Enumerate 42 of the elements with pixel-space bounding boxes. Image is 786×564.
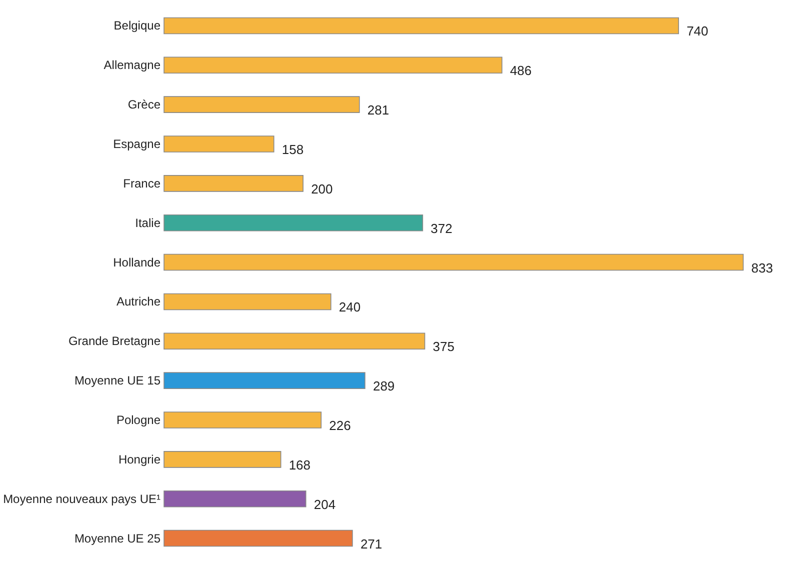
data-label: 740 [686, 24, 708, 39]
bar [164, 332, 426, 350]
y-tick-label: Italie [135, 216, 161, 230]
y-tick-label: Autriche [116, 294, 161, 309]
bar [164, 254, 744, 271]
data-label: 486 [510, 63, 532, 78]
data-label: 281 [367, 102, 390, 118]
bar [164, 214, 424, 232]
y-tick-label: Moyenne nouveaux pays UE¹ [3, 492, 160, 506]
bar [164, 451, 282, 468]
data-label: 168 [288, 457, 311, 472]
bar [164, 490, 306, 508]
bar [164, 136, 274, 152]
y-tick-label: Hongrie [118, 452, 161, 466]
y-tick-label: Hollande [113, 255, 161, 270]
y-tick-label: Grèce [128, 98, 161, 112]
bar [164, 175, 304, 192]
data-label: 158 [282, 142, 304, 157]
data-label: 375 [432, 339, 454, 354]
bar [164, 17, 679, 34]
data-label: 226 [329, 418, 351, 433]
bar [164, 530, 353, 547]
data-label: 833 [751, 260, 773, 276]
data-label: 289 [372, 378, 395, 394]
bar [164, 372, 366, 389]
y-tick-label: Belgique [114, 18, 161, 33]
y-tick-label: Grande Bretagne [68, 334, 161, 348]
bar [164, 293, 332, 310]
y-tick-label: Espagne [113, 137, 161, 151]
y-tick-label: Pologne [116, 413, 161, 427]
data-label: 240 [338, 300, 361, 315]
data-label: 372 [430, 220, 452, 236]
y-tick-label: Allemagne [104, 58, 161, 72]
y-tick-label: Moyenne UE 25 [74, 531, 161, 546]
data-label: 271 [360, 536, 382, 552]
data-label: 204 [314, 496, 336, 512]
y-tick-label: Moyenne UE 15 [74, 374, 161, 388]
data-label: 200 [311, 181, 333, 196]
y-tick-label: France [123, 176, 161, 190]
bar [164, 56, 502, 74]
bar [164, 412, 322, 428]
bar [164, 96, 360, 113]
